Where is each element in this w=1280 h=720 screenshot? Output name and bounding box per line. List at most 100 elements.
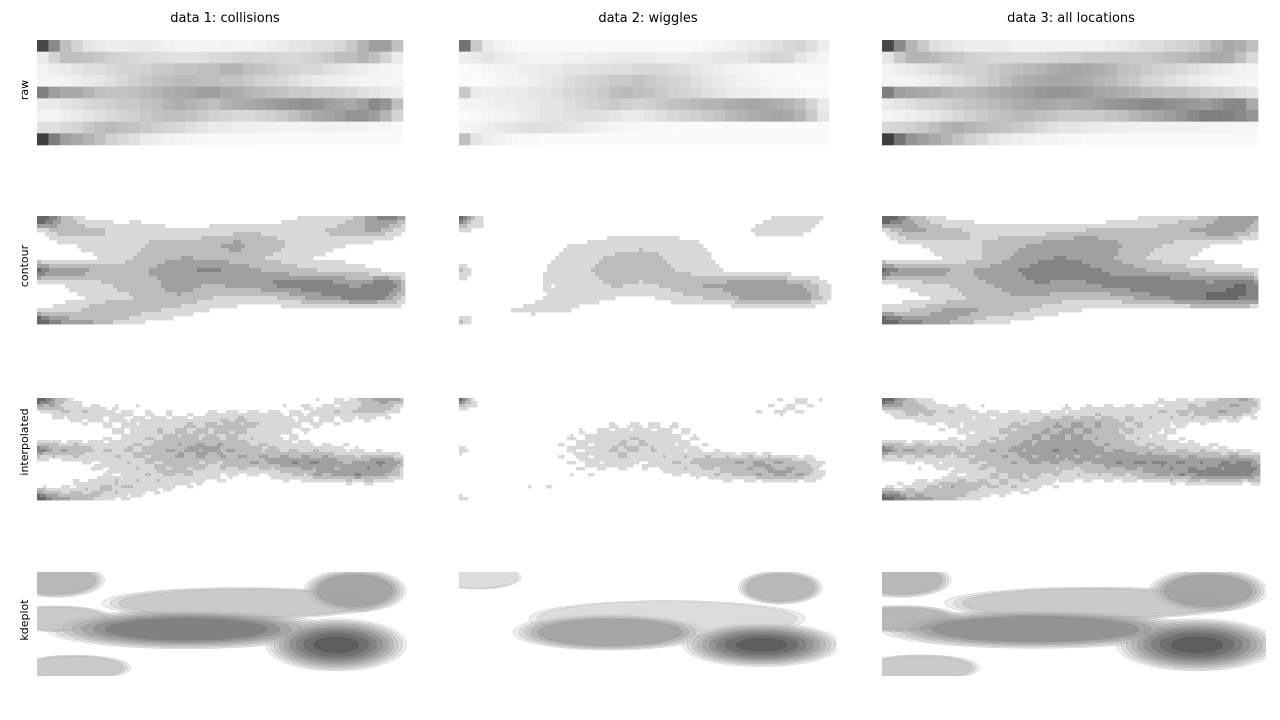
contour-cell xyxy=(274,410,278,414)
contour-cell xyxy=(261,252,266,257)
contour-cell xyxy=(313,422,317,426)
contour-cell xyxy=(189,284,194,289)
contour-cell xyxy=(353,228,358,233)
raw-cell xyxy=(300,110,312,122)
contour-cell xyxy=(364,458,368,462)
contour-cell xyxy=(277,244,282,249)
contour-cell xyxy=(61,398,65,402)
contour-cell xyxy=(373,473,377,477)
contour-cell xyxy=(331,479,335,483)
contour-cell xyxy=(233,272,238,277)
contour-cell xyxy=(394,470,398,474)
contour-cell xyxy=(109,461,113,465)
contour-cell xyxy=(106,437,110,441)
contour-cell xyxy=(211,419,215,423)
contour-cell xyxy=(261,236,266,241)
contour-cell xyxy=(397,398,401,402)
contour-cell xyxy=(205,256,210,261)
contour-cell xyxy=(157,476,161,480)
contour-cell xyxy=(161,224,166,229)
contour-cell xyxy=(73,440,77,444)
contour-cell xyxy=(238,464,242,468)
contour-cell xyxy=(346,464,350,468)
contour-cell xyxy=(325,452,329,456)
contour-cell xyxy=(394,410,398,414)
contour-cell xyxy=(223,461,227,465)
contour-cell xyxy=(385,476,389,480)
contour-cell xyxy=(265,416,269,420)
contour-cell xyxy=(304,407,308,411)
contour-cell xyxy=(178,425,182,429)
contour-cell xyxy=(101,240,106,245)
contour-cell xyxy=(381,216,386,221)
kde-level xyxy=(37,572,96,595)
contour-cell xyxy=(283,443,287,447)
contour-cell xyxy=(361,416,365,420)
raw-cell xyxy=(597,75,610,87)
contour-cell xyxy=(352,458,356,462)
contour-cell xyxy=(43,446,47,450)
contour-cell xyxy=(117,228,122,233)
contour-cell xyxy=(208,458,212,462)
contour-cell xyxy=(285,288,290,293)
contour-cell xyxy=(385,276,390,281)
contour-cell xyxy=(277,437,281,441)
contour-cell xyxy=(305,216,310,221)
contour-cell xyxy=(317,268,322,273)
contour-cell xyxy=(317,240,322,245)
contour-cell xyxy=(232,452,236,456)
contour-cell xyxy=(77,292,82,297)
contour-cell xyxy=(73,264,78,269)
contour-cell xyxy=(277,461,281,465)
contour-cell xyxy=(389,272,394,277)
contour-cell xyxy=(269,296,274,301)
contour-cell xyxy=(45,216,50,221)
contour-cell xyxy=(373,296,378,301)
contour-cell xyxy=(151,440,155,444)
contour-cell xyxy=(85,264,90,269)
contour-cell xyxy=(133,479,137,483)
contour-cell xyxy=(391,473,395,477)
contour-cell xyxy=(130,482,134,486)
contour-cell xyxy=(249,264,254,269)
contour-cell xyxy=(117,260,122,265)
contour-cell xyxy=(328,443,332,447)
contour-cell xyxy=(37,272,42,277)
raw-cell xyxy=(701,75,714,87)
contour-cell xyxy=(136,485,140,489)
raw-cell xyxy=(459,110,471,122)
contour-cell xyxy=(178,419,182,423)
contour-cell xyxy=(385,479,389,483)
contour-cell xyxy=(385,455,389,459)
contour-cell xyxy=(97,455,101,459)
contour-cell xyxy=(125,248,130,253)
contour-cell xyxy=(103,497,107,501)
contour-cell xyxy=(141,296,146,301)
contour-cell xyxy=(153,264,158,269)
contour-cell xyxy=(117,308,122,313)
contour-cell xyxy=(401,272,406,277)
contour-cell xyxy=(91,404,95,408)
contour-cell xyxy=(307,458,311,462)
contour-cell xyxy=(345,292,350,297)
contour-cell xyxy=(265,458,269,462)
raw-cell xyxy=(220,86,232,99)
contour-cell xyxy=(177,272,182,277)
contour-cell xyxy=(253,232,258,237)
contour-cell xyxy=(265,440,269,444)
contour-cell xyxy=(205,304,210,309)
raw-cell xyxy=(493,98,506,111)
contour-cell xyxy=(127,455,131,459)
contour-cell xyxy=(112,407,116,411)
contour-cell xyxy=(202,464,206,468)
contour-cell xyxy=(352,464,356,468)
contour-cell xyxy=(281,220,286,225)
contour-cell xyxy=(213,288,218,293)
contour-cell xyxy=(349,467,353,471)
contour-cell xyxy=(52,455,56,459)
contour-cell xyxy=(160,440,164,444)
contour-cell xyxy=(169,312,174,317)
contour-cell xyxy=(385,404,389,408)
contour-cell xyxy=(394,467,398,471)
contour-cell xyxy=(142,461,146,465)
